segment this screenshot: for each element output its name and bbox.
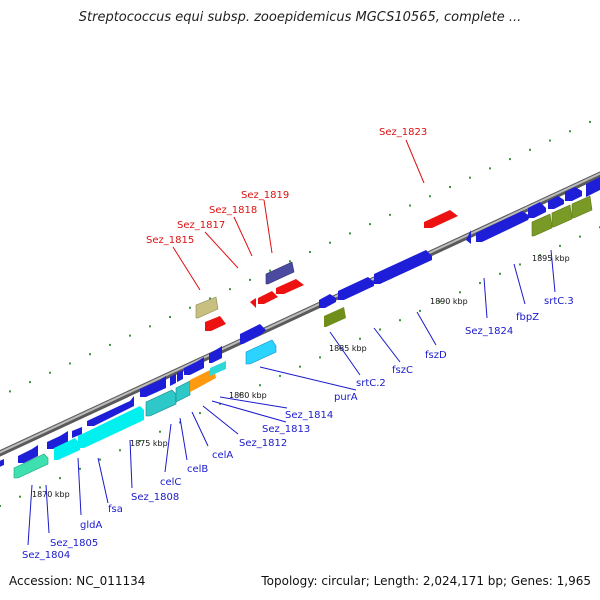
label-sez1823: Sez_1823	[379, 127, 427, 138]
label-sez1815: Sez_1815	[146, 235, 194, 246]
lower-gene-labels: Sez_1804 Sez_1805 gldA fsa Sez_1808 celC…	[22, 296, 574, 561]
gene-arrow[interactable]	[476, 211, 530, 242]
operon-genes[interactable]	[13, 195, 593, 479]
scale-1895: 1895 kbp	[532, 254, 570, 263]
scale-1885: 1885 kbp	[329, 344, 367, 353]
gene-box-red[interactable]	[250, 298, 256, 308]
gene-arrow[interactable]	[209, 346, 222, 363]
scale-1890: 1890 kbp	[430, 297, 468, 306]
label-srtc3: srtC.3	[544, 296, 574, 307]
label-sez1813: Sez_1813	[262, 424, 310, 435]
scale-labels: 1870 kbp 1875 kbp 1880 kbp 1885 kbp 1890…	[32, 254, 570, 499]
gene-arrow[interactable]	[47, 431, 68, 449]
gene-arrow[interactable]	[170, 374, 176, 386]
label-leaders-upper	[172, 139, 425, 291]
upper-gene-labels: Sez_1815 Sez_1817 Sez_1818 Sez_1819 Sez_…	[146, 127, 427, 246]
scale-1880: 1880 kbp	[229, 391, 267, 400]
gene-arrow[interactable]	[0, 459, 4, 469]
label-fbpz: fbpZ	[516, 312, 539, 323]
gene-box-tan[interactable]	[195, 296, 219, 319]
gene-arrow[interactable]	[565, 187, 582, 201]
gene-arrow[interactable]	[87, 396, 134, 426]
gene-arrow[interactable]	[466, 230, 471, 244]
scale-1875: 1875 kbp	[130, 439, 168, 448]
label-sez1808: Sez_1808	[131, 492, 179, 503]
scale-1870: 1870 kbp	[32, 490, 70, 499]
genome-backbone	[0, 171, 600, 457]
gene-box-sez1804[interactable]	[13, 453, 49, 479]
lower-track-genes[interactable]	[0, 177, 600, 469]
gene-box-red[interactable]	[276, 279, 304, 294]
gene-box-small[interactable]	[210, 361, 226, 376]
genome-summary-text: Topology: circular; Length: 2,024,171 bp…	[261, 574, 591, 588]
label-sez1804: Sez_1804	[22, 550, 70, 561]
gene-box-olive[interactable]	[531, 213, 553, 237]
gene-box-orange[interactable]	[190, 368, 216, 392]
upper-track-genes[interactable]	[195, 210, 458, 331]
gene-arrow[interactable]	[18, 445, 38, 463]
label-celb: celB	[187, 464, 208, 475]
gene-arrow[interactable]	[140, 376, 166, 397]
gene-box[interactable]	[78, 406, 144, 448]
map-title: Streptococcus equi subsp. zooepidemicus …	[78, 10, 522, 25]
accession-text: Accession: NC_011134	[9, 574, 146, 588]
gene-arrow[interactable]	[374, 250, 432, 284]
gene-arrow[interactable]	[177, 370, 183, 382]
label-fszd: fszD	[425, 350, 447, 361]
gene-arrow[interactable]	[338, 277, 374, 300]
gene-arrow[interactable]	[319, 294, 336, 308]
gene-box-olive[interactable]	[551, 204, 573, 228]
label-leaders-lower	[27, 249, 556, 546]
gene-box[interactable]	[54, 438, 80, 460]
gene-box[interactable]	[145, 389, 177, 417]
label-sez1824: Sez_1824	[465, 326, 513, 337]
label-fsa: fsa	[108, 504, 123, 515]
gene-arrow[interactable]	[184, 357, 204, 375]
gene-arrow[interactable]	[528, 202, 546, 218]
label-srtc2: srtC.2	[356, 378, 386, 389]
gene-arrow[interactable]	[548, 196, 564, 209]
gene-box-red[interactable]	[205, 316, 226, 331]
label-cela: celA	[212, 450, 233, 461]
label-sez1814: Sez_1814	[285, 410, 333, 421]
label-fszc: fszC	[392, 365, 413, 376]
gene-box-navy[interactable]	[265, 261, 295, 285]
label-sez1818: Sez_1818	[209, 205, 257, 216]
gene-arrow[interactable]	[586, 177, 600, 197]
label-sez1817: Sez_1817	[177, 220, 225, 231]
label-sez1812: Sez_1812	[239, 438, 287, 449]
label-sez1805: Sez_1805	[50, 538, 98, 549]
gene-box-olive[interactable]	[571, 195, 593, 219]
gene-arrow[interactable]	[72, 427, 82, 438]
gene-box-cyan[interactable]	[245, 339, 277, 365]
label-glda: gldA	[80, 520, 102, 531]
label-pura: purA	[334, 392, 358, 403]
gene-arrow[interactable]	[240, 324, 266, 344]
gene-box[interactable]	[175, 380, 191, 403]
gene-box-olive[interactable]	[324, 307, 346, 327]
gene-box-red[interactable]	[424, 210, 458, 228]
gene-box-red[interactable]	[258, 291, 278, 304]
label-celc: celC	[160, 477, 181, 488]
label-sez1819: Sez_1819	[241, 190, 289, 201]
